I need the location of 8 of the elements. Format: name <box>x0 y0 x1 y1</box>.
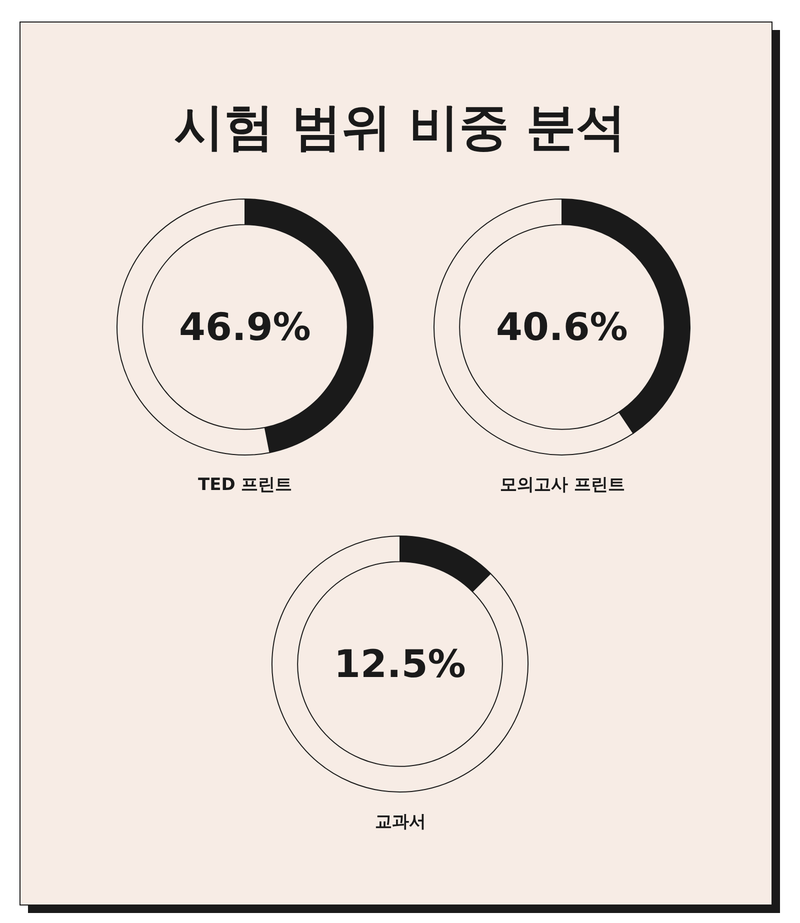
text: 모의고사 프린트 <box>500 475 625 495</box>
text: 46.9% <box>179 305 311 349</box>
text: TED 프린트 <box>198 475 292 495</box>
text: 40.6% <box>496 305 628 349</box>
text: 12.5% <box>334 642 466 686</box>
chart-title: 시험 범위 비중 분석 <box>174 98 626 156</box>
donut-slice <box>272 536 528 792</box>
text: 교과서 <box>375 812 426 832</box>
